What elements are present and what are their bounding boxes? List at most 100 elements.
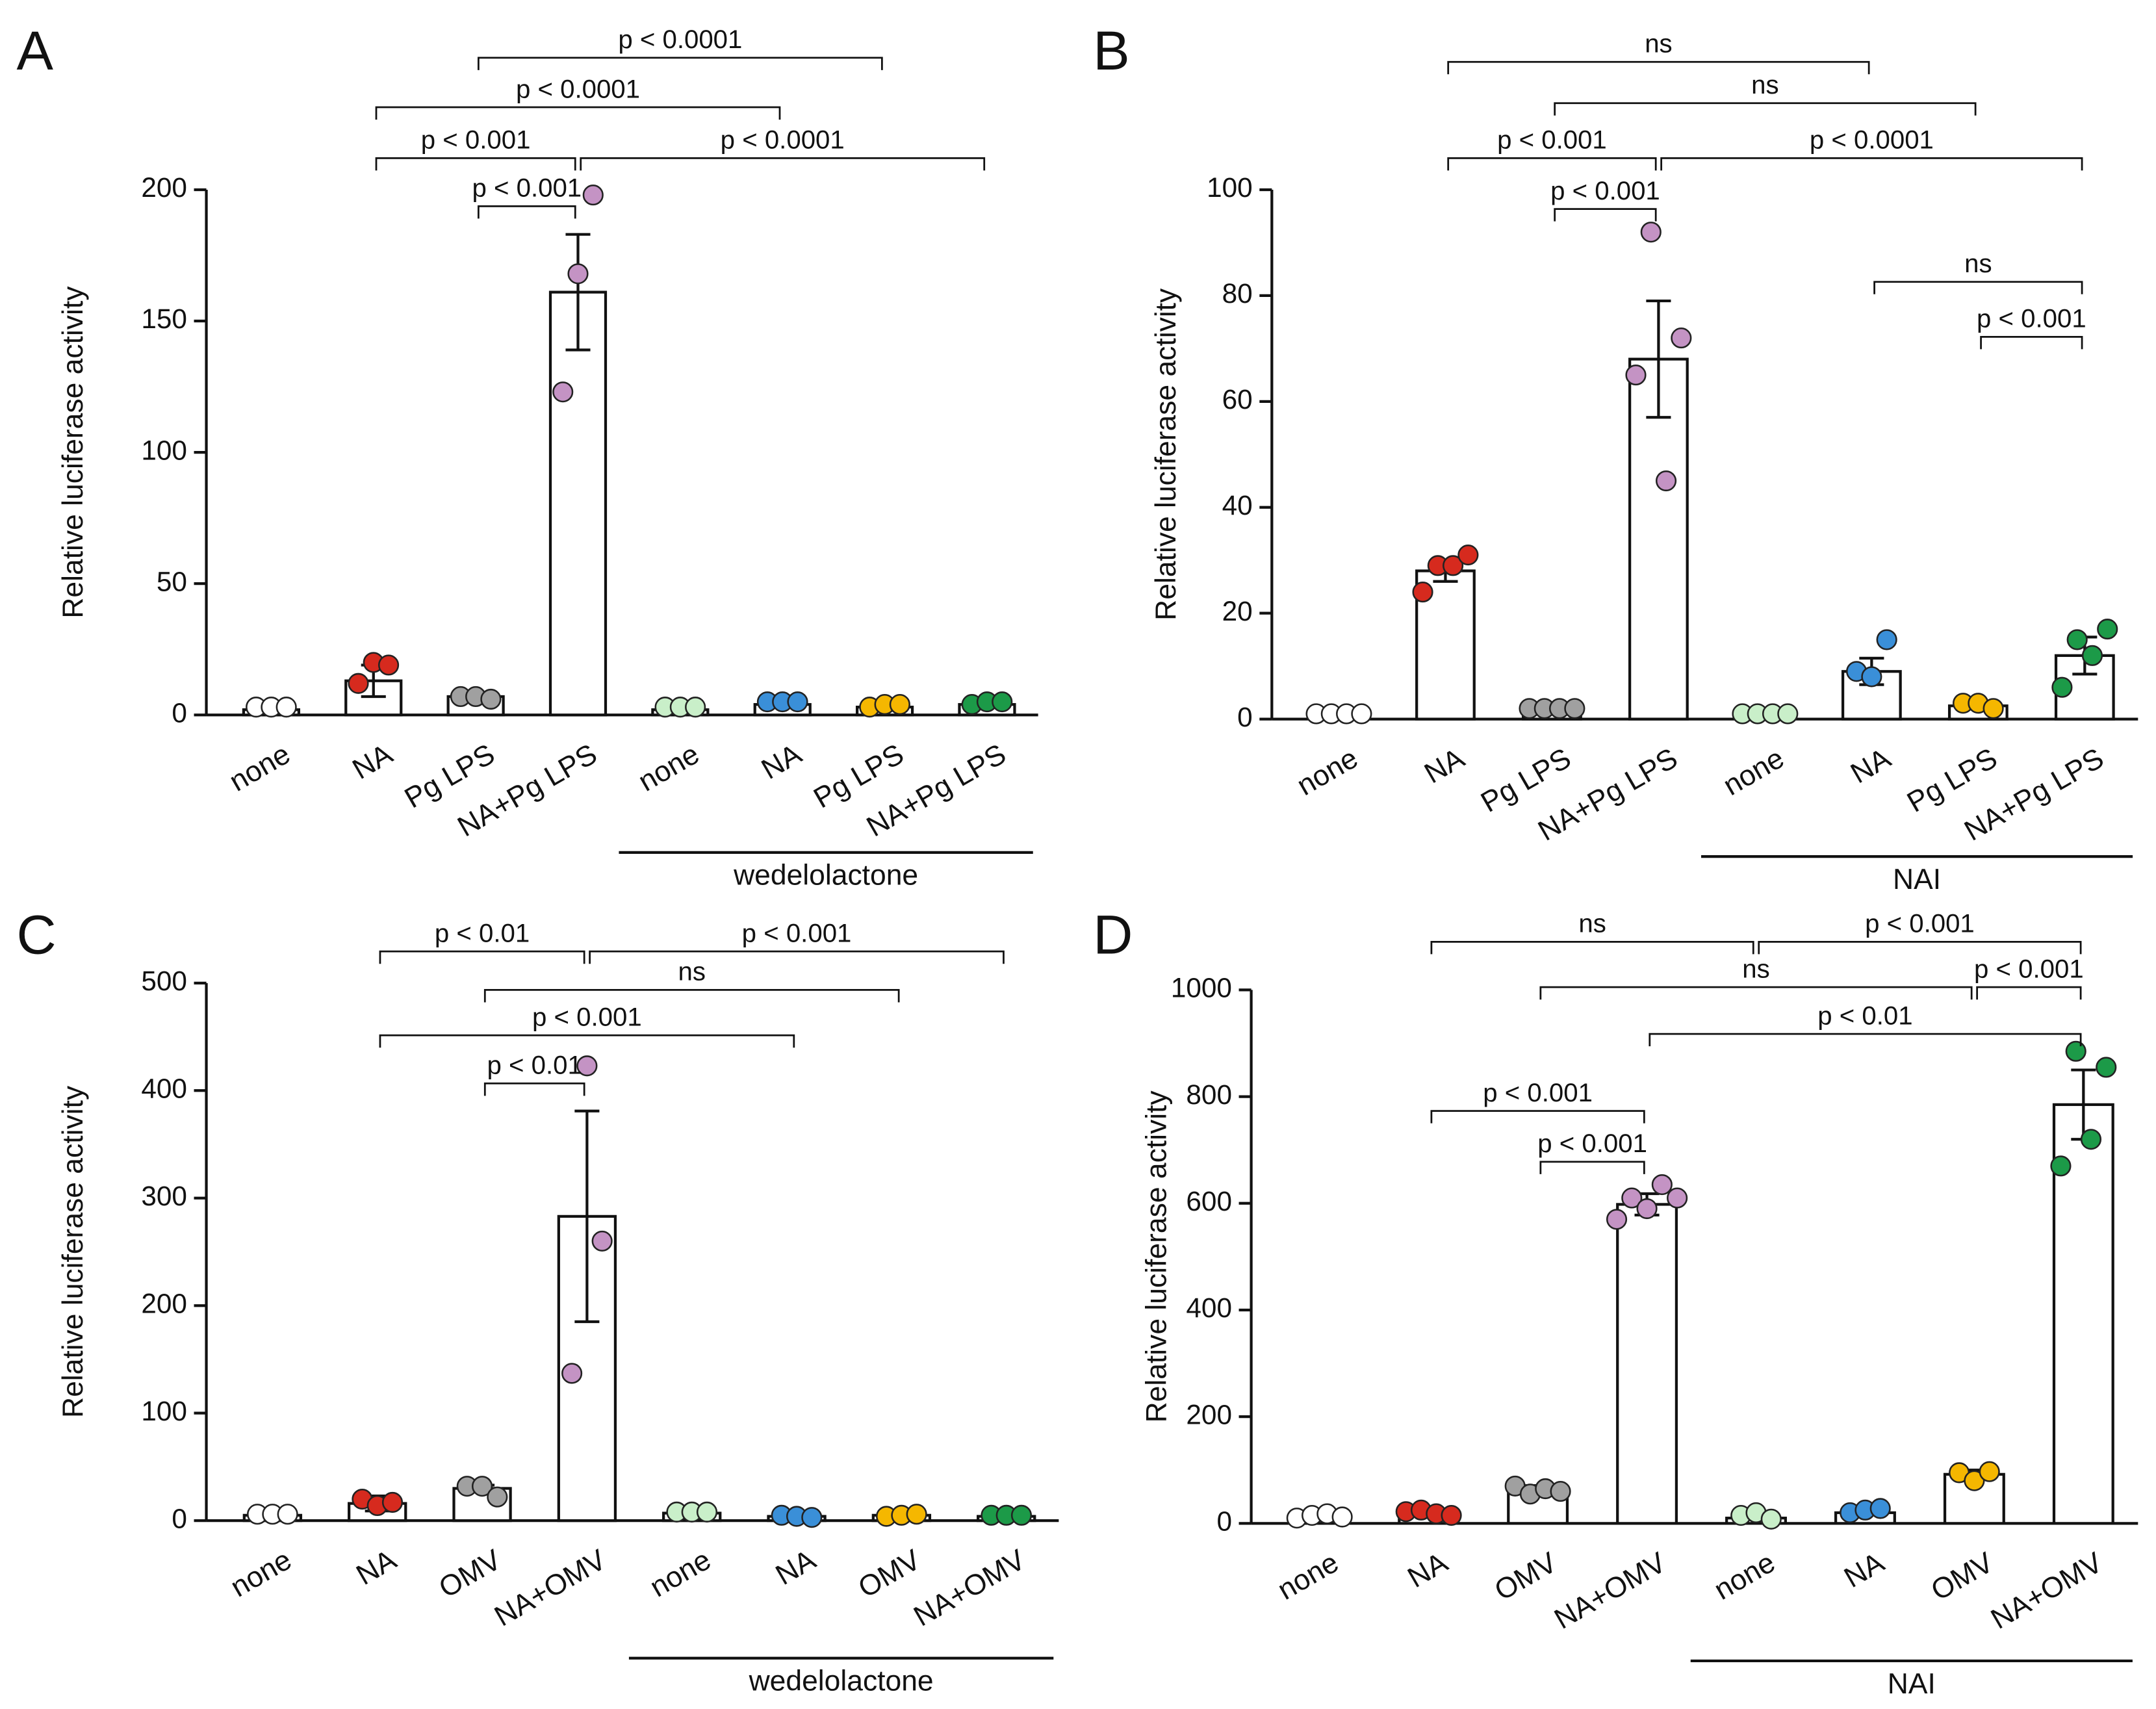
data-point xyxy=(1651,1174,1673,1196)
data-point xyxy=(906,1504,927,1525)
significance-label: p < 0.001 xyxy=(742,918,852,947)
significance-label: p < 0.001 xyxy=(421,125,531,155)
data-point xyxy=(696,1501,718,1523)
y-tick-label: 500 xyxy=(141,966,187,996)
significance-bracket xyxy=(1649,1033,2082,1047)
data-point xyxy=(2081,645,2103,666)
x-tick-label: none xyxy=(1718,742,1790,802)
data-point xyxy=(1010,1504,1033,1526)
significance-bracket xyxy=(580,157,986,171)
error-bar xyxy=(574,1109,600,1324)
data-point xyxy=(1640,222,1662,243)
significance-bracket xyxy=(1447,60,1870,75)
y-tick-label: 800 xyxy=(1186,1079,1232,1110)
data-point xyxy=(2065,1040,2086,1062)
significance-label: p < 0.0001 xyxy=(618,25,742,54)
x-tick-label: NA xyxy=(771,1544,821,1591)
data-point xyxy=(1636,1198,1658,1220)
y-axis-label: Relative luciferase activity xyxy=(1140,1090,1172,1423)
data-point xyxy=(1979,1461,2000,1482)
x-tick-label: NA xyxy=(1402,1547,1453,1594)
y-tick-label: 40 xyxy=(1222,490,1253,520)
data-point xyxy=(348,673,369,694)
significance-bracket xyxy=(1976,986,2082,1000)
x-tick-label: NA xyxy=(351,1544,402,1591)
significance-bracket xyxy=(589,950,1005,964)
data-point xyxy=(1351,703,1372,725)
x-tick-label: none xyxy=(645,1544,716,1604)
data-point xyxy=(1331,1506,1353,1528)
data-point xyxy=(2050,1155,2072,1177)
data-point xyxy=(561,1363,583,1384)
y-tick-label: 100 xyxy=(141,1396,187,1426)
significance-label: p < 0.001 xyxy=(1483,1078,1593,1107)
data-point xyxy=(1606,1209,1628,1230)
data-point xyxy=(2080,1129,2102,1150)
significance-bracket xyxy=(1447,157,1657,171)
y-tick-label: 200 xyxy=(141,1288,187,1318)
data-point xyxy=(1876,629,1897,650)
panel-label: A xyxy=(17,19,54,81)
data-point xyxy=(1655,470,1677,492)
data-point xyxy=(787,691,808,713)
x-tick-label: none xyxy=(633,738,704,798)
data-point xyxy=(1443,555,1464,576)
significance-label: p < 0.01 xyxy=(487,1051,582,1080)
x-tick-label: OMV xyxy=(853,1544,926,1604)
y-tick-label: 0 xyxy=(172,697,187,728)
x-tick-label: none xyxy=(1709,1547,1780,1606)
significance-bracket xyxy=(1660,157,2083,171)
data-point xyxy=(801,1507,823,1528)
significance-bracket xyxy=(1430,940,1754,955)
significance-label: p < 0.001 xyxy=(1974,954,2084,983)
significance-bracket xyxy=(379,950,585,964)
x-tick-label: NA+OMV xyxy=(489,1544,611,1633)
significance-label: p < 0.001 xyxy=(1497,125,1607,155)
data-point xyxy=(277,1504,298,1525)
significance-bracket xyxy=(375,106,781,120)
y-tick-label: 20 xyxy=(1222,596,1253,626)
data-point xyxy=(1964,1470,1985,1491)
data-point xyxy=(1621,1187,1643,1209)
y-tick-label: 0 xyxy=(1216,1506,1232,1537)
panel-label: C xyxy=(17,903,57,965)
data-point xyxy=(276,697,297,718)
y-tick-label: 60 xyxy=(1222,384,1253,415)
significance-bracket xyxy=(1980,336,2083,350)
significance-label: p < 0.01 xyxy=(1817,1001,1912,1030)
x-tick-label: NA xyxy=(756,738,807,786)
data-point xyxy=(576,1055,598,1077)
significance-label: p < 0.001 xyxy=(1537,1129,1647,1158)
y-axis-label: Relative luciferase activity xyxy=(57,1085,89,1418)
error-bar xyxy=(565,233,591,352)
y-tick-label: 100 xyxy=(141,435,187,465)
significance-bracket xyxy=(375,157,576,171)
y-tick-label: 150 xyxy=(141,303,187,334)
y-tick-label: 600 xyxy=(1186,1186,1232,1216)
data-point xyxy=(381,1491,404,1513)
significance-label: p < 0.0001 xyxy=(1810,125,1934,155)
x-tick-label: OMV xyxy=(1926,1547,1999,1607)
data-point xyxy=(2066,629,2088,650)
significance-label: ns xyxy=(1751,70,1778,99)
data-point xyxy=(1550,1481,1571,1502)
data-point xyxy=(992,691,1013,713)
y-tick-label: 1000 xyxy=(1171,973,1232,1003)
data-point xyxy=(1625,365,1647,386)
panel-label: B xyxy=(1093,19,1129,81)
group-label: NAI xyxy=(1893,864,1941,895)
x-tick-label: none xyxy=(225,1544,297,1604)
data-point xyxy=(1412,582,1433,603)
data-point xyxy=(2097,619,2118,640)
x-tick-label: NA+OMV xyxy=(1549,1547,1671,1636)
significance-label: ns xyxy=(678,957,705,986)
data-point xyxy=(2051,676,2073,698)
data-point xyxy=(1983,698,2004,719)
significance-label: p < 0.001 xyxy=(472,173,582,203)
data-point xyxy=(2096,1057,2117,1078)
significance-label: p < 0.001 xyxy=(1865,909,1975,938)
x-tick-label: none xyxy=(224,738,296,798)
significance-bracket xyxy=(1539,986,1973,1000)
data-point xyxy=(685,697,706,718)
